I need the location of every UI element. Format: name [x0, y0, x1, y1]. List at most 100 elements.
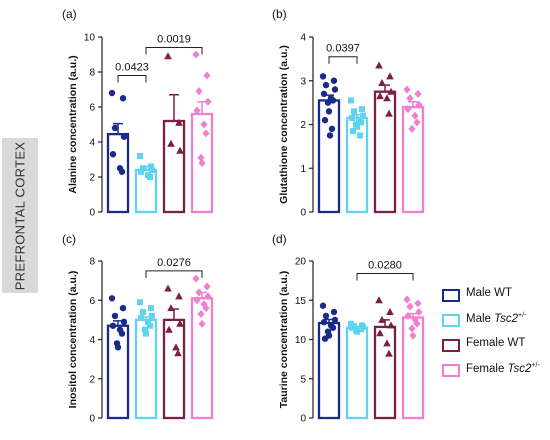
point-c-0-0 — [108, 295, 116, 302]
point-c-0-4 — [109, 322, 117, 329]
legend-label-male-tsc2-gene: Tsc2 — [494, 312, 518, 325]
point-a-3-1 — [203, 71, 211, 80]
point-a-1-4 — [138, 168, 144, 175]
point-d-3-4 — [404, 311, 412, 320]
bar-a-0 — [106, 132, 130, 214]
y-tick-label-b-4: 4 — [300, 33, 306, 44]
point-a-1-3 — [149, 167, 155, 173]
point-b-2-6 — [385, 109, 393, 117]
point-a-3-2 — [195, 87, 203, 96]
point-d-1-8 — [354, 328, 360, 335]
legend-swatch-male-tsc2 — [442, 314, 460, 327]
legend-item-male-wt: Male WT — [440, 287, 550, 303]
significance-bracket-a-0 — [117, 75, 147, 83]
point-d-0-9 — [321, 335, 329, 342]
significance-bracket-d-0 — [356, 273, 414, 281]
legend-label-female-tsc2-prefix: Female — [466, 362, 508, 375]
point-b-0-7 — [324, 99, 332, 106]
point-d-3-3 — [415, 308, 423, 317]
point-c-1-6 — [147, 322, 153, 329]
point-d-2-0 — [375, 296, 383, 304]
point-a-0-0 — [108, 89, 116, 97]
y-tick-label-a-2: 4 — [89, 138, 95, 149]
point-c-1-4 — [138, 314, 144, 321]
point-b-3-3 — [415, 100, 423, 109]
point-c-1-0 — [137, 299, 143, 306]
point-c-3-4 — [193, 296, 201, 305]
point-c-1-5 — [145, 318, 151, 325]
legend-label-male-wt-prefix: Male — [466, 287, 495, 299]
point-c-2-1 — [175, 292, 183, 300]
point-b-0-4 — [320, 90, 328, 98]
point-a-3-5 — [200, 120, 208, 129]
point-c-3-6 — [202, 304, 210, 313]
point-c-0-8 — [114, 344, 122, 351]
y-tick-label-a-3: 6 — [89, 103, 95, 114]
point-b-2-0 — [375, 61, 383, 69]
point-b-1-0 — [348, 97, 354, 104]
point-c-3-0 — [192, 274, 200, 283]
y-tick-label-d-0: 0 — [300, 414, 306, 425]
point-a-2-1 — [175, 118, 183, 126]
point-b-2-4 — [376, 92, 384, 100]
point-b-1-6 — [358, 119, 364, 126]
p-value-label-a-1: 0.0019 — [157, 34, 191, 46]
point-b-0-10 — [328, 125, 336, 133]
point-c-3-1 — [203, 282, 211, 291]
significance-bracket-c-0 — [145, 270, 203, 278]
point-a-0-2 — [111, 124, 119, 132]
panel-tag-a: (a) — [62, 7, 77, 21]
point-b-1-9 — [350, 128, 356, 135]
point-d-2-1 — [386, 308, 394, 316]
point-d-1-4 — [349, 324, 355, 331]
point-d-3-2 — [406, 302, 414, 311]
point-b-1-8 — [354, 123, 360, 130]
point-d-0-2 — [322, 312, 330, 320]
p-value-label-c-0: 0.0276 — [157, 257, 191, 269]
point-d-0-4 — [320, 319, 328, 326]
y-tick-label-d-2: 10 — [295, 335, 307, 346]
bar-d-2 — [373, 325, 397, 420]
legend-label-male-wt-suffix: WT — [494, 287, 513, 299]
point-a-3-8 — [198, 159, 206, 167]
y-tick-label-b-3: 3 — [300, 76, 306, 87]
point-c-1-7 — [142, 326, 148, 333]
point-b-1-2 — [351, 108, 357, 115]
panel-tag-c: (c) — [62, 232, 76, 246]
point-c-1-1 — [148, 305, 154, 312]
significance-bracket-b-0 — [328, 56, 358, 64]
panel-tag-d: (d) — [272, 232, 287, 246]
point-a-3-0 — [192, 50, 200, 59]
point-d-1-6 — [358, 326, 364, 333]
panel-b: (b) 0 1 2 3 4 Glutathione concentration (a.u.)… — [272, 7, 425, 219]
y-tick-label-d-1: 5 — [300, 374, 306, 385]
point-d-2-4 — [376, 329, 384, 337]
region-label: PREFRONTAL CORTEX — [12, 141, 28, 290]
point-a-2-2 — [167, 139, 175, 147]
point-b-1-3 — [360, 112, 366, 119]
point-c-1-3 — [149, 312, 155, 319]
point-a-2-0 — [164, 52, 172, 60]
point-a-3-6 — [202, 129, 210, 138]
point-b-1-1 — [359, 106, 365, 113]
y-tick-label-c-2: 4 — [89, 335, 95, 346]
y-tick-label-c-1: 2 — [89, 374, 95, 385]
point-d-0-0 — [319, 302, 327, 309]
legend-label-male-tsc2-prefix: Male — [466, 312, 495, 325]
bar-b-2 — [373, 90, 397, 214]
legend-swatch-female-wt — [442, 339, 460, 352]
y-tick-label-b-0: 0 — [300, 208, 306, 219]
point-c-0-2 — [111, 312, 119, 320]
point-a-2-3 — [176, 146, 184, 154]
point-b-3-5 — [411, 111, 419, 120]
p-value-label-d-0: 0.0280 — [368, 260, 402, 272]
panel-a: (a) 0 2 4 6 8 10 Alanine concentration (a.u.) 0.… — [62, 7, 214, 219]
point-b-3-1 — [414, 89, 422, 98]
point-c-2-2 — [167, 304, 175, 312]
point-a-0-6 — [118, 168, 126, 175]
point-c-0-1 — [119, 304, 127, 312]
point-b-0-9 — [321, 116, 329, 124]
point-b-1-4 — [349, 114, 355, 121]
bar-c-2 — [162, 318, 186, 420]
